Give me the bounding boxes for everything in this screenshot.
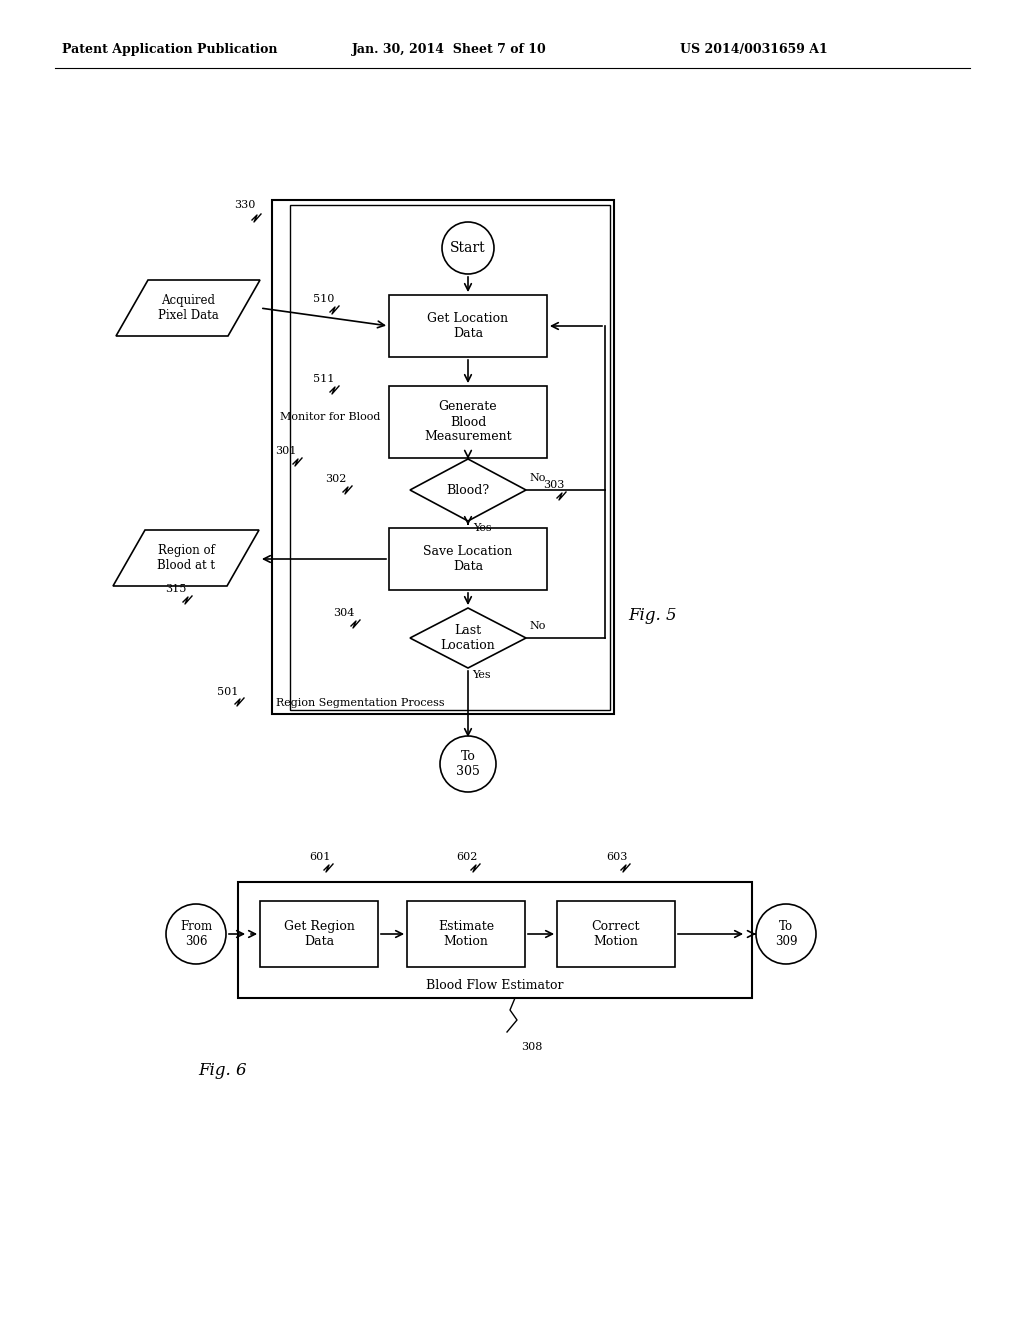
Bar	[260, 902, 378, 968]
Bar	[389, 385, 547, 458]
Text: Yes: Yes	[473, 523, 492, 533]
Text: To
305: To 305	[456, 750, 480, 777]
Text: 308: 308	[521, 1041, 543, 1052]
Text: 302: 302	[325, 474, 346, 484]
Text: From
306: From 306	[180, 920, 212, 948]
Polygon shape	[410, 459, 526, 521]
Text: 330: 330	[234, 201, 255, 210]
Text: Get Region
Data: Get Region Data	[284, 920, 354, 948]
Text: 301: 301	[275, 446, 296, 455]
Circle shape	[442, 222, 494, 275]
Text: Acquired
Pixel Data: Acquired Pixel Data	[158, 294, 218, 322]
Bar	[389, 528, 547, 590]
Text: 601: 601	[309, 851, 331, 862]
Text: Fig. 6: Fig. 6	[198, 1063, 247, 1078]
Text: Start: Start	[451, 242, 485, 255]
Bar	[238, 882, 752, 998]
Polygon shape	[410, 609, 526, 668]
Bar	[407, 902, 525, 968]
Text: Region of
Blood at t: Region of Blood at t	[157, 544, 215, 572]
Bar	[290, 205, 610, 710]
Text: 304: 304	[333, 609, 354, 618]
Text: 303: 303	[543, 480, 564, 490]
Text: Jan. 30, 2014  Sheet 7 of 10: Jan. 30, 2014 Sheet 7 of 10	[352, 44, 547, 57]
Bar	[557, 902, 675, 968]
Polygon shape	[113, 531, 259, 586]
Text: US 2014/0031659 A1: US 2014/0031659 A1	[680, 44, 827, 57]
Text: Patent Application Publication: Patent Application Publication	[62, 44, 278, 57]
Text: To
309: To 309	[775, 920, 798, 948]
Circle shape	[440, 737, 496, 792]
Text: 603: 603	[606, 851, 628, 862]
Text: Blood Flow Estimator: Blood Flow Estimator	[426, 979, 564, 993]
Text: Get Location
Data: Get Location Data	[427, 312, 509, 341]
Text: Correct
Motion: Correct Motion	[592, 920, 640, 948]
Text: Generate
Blood
Measurement: Generate Blood Measurement	[424, 400, 512, 444]
Bar	[389, 294, 547, 356]
Text: 315: 315	[165, 583, 186, 594]
Text: 501: 501	[217, 686, 239, 697]
Circle shape	[166, 904, 226, 964]
Text: 602: 602	[456, 851, 477, 862]
Text: Blood?: Blood?	[446, 483, 489, 496]
Text: Fig. 5: Fig. 5	[628, 607, 677, 624]
Text: Region Segmentation Process: Region Segmentation Process	[276, 698, 444, 708]
Bar	[272, 201, 614, 714]
Text: No: No	[529, 620, 546, 631]
Text: Last
Location: Last Location	[440, 624, 496, 652]
Text: 511: 511	[313, 374, 335, 384]
Circle shape	[756, 904, 816, 964]
Text: No: No	[529, 473, 546, 483]
Text: Yes: Yes	[472, 671, 490, 680]
Text: Estimate
Motion: Estimate Motion	[438, 920, 494, 948]
Text: Save Location
Data: Save Location Data	[423, 545, 513, 573]
Polygon shape	[116, 280, 260, 337]
Text: Monitor for Blood: Monitor for Blood	[280, 412, 380, 422]
Text: 510: 510	[313, 294, 335, 304]
